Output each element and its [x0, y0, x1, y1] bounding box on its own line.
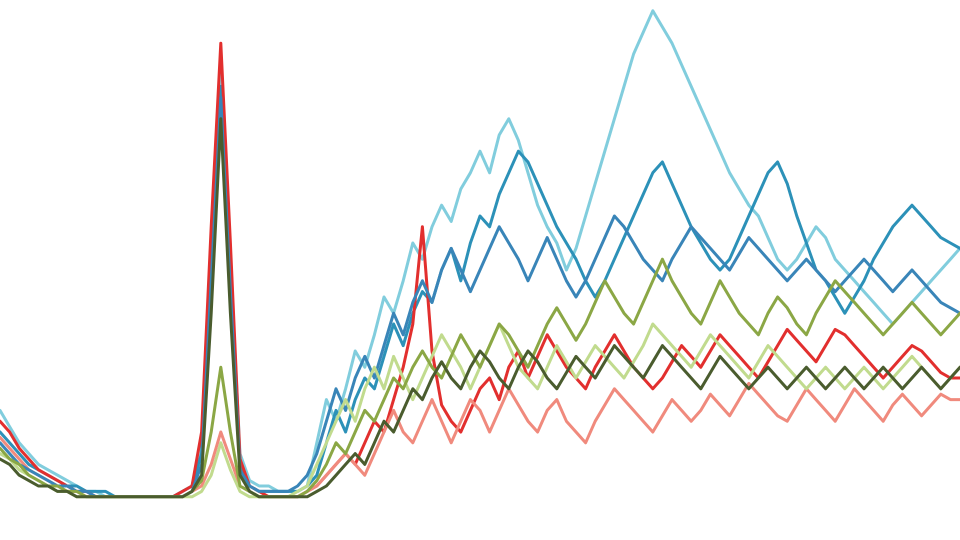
multi-line-chart: [0, 0, 960, 540]
